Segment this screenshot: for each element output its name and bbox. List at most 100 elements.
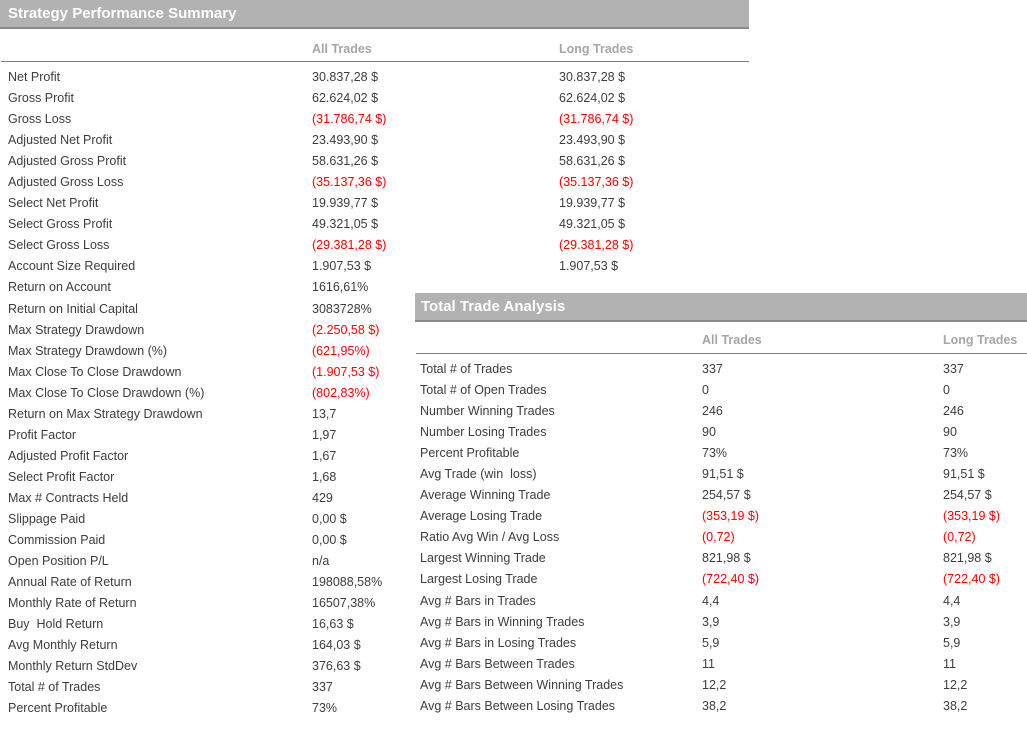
row-value-all-trades: 1,68	[312, 469, 337, 484]
row-value-all-trades: 198088,58%	[312, 575, 383, 590]
row-value-long-trades: 5,9	[943, 635, 961, 650]
table-row: Avg # Bars in Losing Trades 5,9 5,9	[415, 633, 1027, 654]
row-value-all-trades: 13,7	[312, 406, 337, 421]
row-value-all-trades: 38,2	[702, 698, 727, 713]
row-value-long-trades: (31.786,74 $)	[559, 112, 634, 127]
row-value-long-trades: 3,9	[943, 614, 961, 629]
row-value-long-trades: 62.624,02 $	[559, 91, 626, 106]
row-value-all-trades: n/a	[312, 554, 330, 569]
row-value-all-trades: 0,00 $	[312, 533, 347, 548]
row-value-all-trades: 90	[702, 425, 716, 440]
total-trade-analysis-panel: Total Trade Analysis All Trades Long Tra…	[415, 293, 1027, 729]
row-label: Largest Losing Trade	[420, 572, 538, 587]
table-row: Select Gross Profit 49.321,05 $ 49.321,05 …	[0, 214, 749, 235]
row-value-all-trades: 5,9	[702, 635, 720, 650]
row-value-all-trades: 164,03 $	[312, 638, 361, 653]
table-row: Total # of Trades 337	[0, 677, 749, 698]
row-label: Avg # Bars Between Losing Trades	[420, 698, 616, 713]
table-row: Max Strategy Drawdown (2.250,58 $)	[0, 320, 749, 341]
summary-rows: Net Profit 30.837,28 $ 30.837,28 $ Gross Pr…	[0, 67, 749, 719]
table-row: Ratio Avg Win / Avg Loss (0,72) (0,72)	[415, 527, 1027, 548]
column-header-underline	[416, 353, 1027, 354]
row-value-all-trades: 12,2	[702, 677, 727, 692]
row-label: Total # of Open Trades	[420, 383, 547, 398]
row-value-long-trades: (35.137,36 $)	[559, 175, 634, 190]
row-value-all-trades: 246	[702, 404, 723, 419]
table-row: Slippage Paid 0,00 $	[0, 509, 749, 530]
row-value-all-trades: 58.631,26 $	[312, 154, 379, 169]
table-row: Max Close To Close Drawdown (%) (802,83%)	[0, 383, 749, 404]
table-row: Number Losing Trades 90 90	[415, 422, 1027, 443]
row-value-long-trades: 246	[943, 404, 964, 419]
row-label: Adjusted Net Profit	[8, 133, 113, 148]
row-value-all-trades: 0	[702, 383, 709, 398]
table-row: Buy Hold Return 16,63 $	[0, 614, 749, 635]
table-row: Number Winning Trades 246 246	[415, 401, 1027, 422]
table-row: Select Gross Loss (29.381,28 $) (29.381,28…	[0, 235, 749, 256]
row-value-all-trades: 429	[312, 490, 333, 505]
row-label: Monthly Return StdDev	[8, 659, 138, 674]
row-label: Account Size Required	[8, 259, 136, 274]
row-value-long-trades: 38,2	[943, 698, 968, 713]
row-value-all-trades: 1.907,53 $	[312, 259, 372, 274]
row-label: Average Losing Trade	[420, 509, 543, 524]
row-label: Return on Account	[8, 280, 111, 295]
row-label: Select Gross Profit	[8, 217, 113, 232]
row-value-all-trades: 1616,61%	[312, 280, 369, 295]
row-value-long-trades: (29.381,28 $)	[559, 238, 634, 253]
analysis-rows: Total # of Trades 337 337 Total # of Open T…	[415, 359, 1027, 717]
row-label: Ratio Avg Win / Avg Loss	[420, 530, 560, 545]
row-label: Avg # Bars in Trades	[420, 593, 536, 608]
row-value-all-trades: (353,19 $)	[702, 509, 759, 524]
row-value-all-trades: 254,57 $	[702, 488, 751, 503]
row-label: Avg # Bars Between Winning Trades	[420, 677, 624, 692]
row-value-all-trades: 1,97	[312, 427, 337, 442]
row-label: Adjusted Gross Loss	[8, 175, 124, 190]
row-label: Commission Paid	[8, 533, 106, 548]
panel-title: Strategy Performance Summary	[0, 0, 749, 29]
row-value-long-trades: 23.493,90 $	[559, 133, 626, 148]
row-value-long-trades: (722,40 $)	[943, 572, 1000, 587]
table-row: Return on Account 1616,61%	[0, 277, 749, 298]
row-value-all-trades: (722,40 $)	[702, 572, 759, 587]
column-header-all-trades: All Trades	[312, 42, 372, 56]
row-value-all-trades: 1,67	[312, 448, 337, 463]
row-label: Net Profit	[8, 70, 61, 84]
row-value-all-trades: 62.624,02 $	[312, 91, 379, 106]
row-value-all-trades: (29.381,28 $)	[312, 238, 387, 253]
row-value-all-trades: 49.321,05 $	[312, 217, 379, 232]
table-row: Account Size Required 1.907,53 $ 1.907,53 …	[0, 256, 749, 277]
table-row: Adjusted Gross Loss (35.137,36 $) (35.137,…	[0, 172, 749, 193]
table-row: Avg Monthly Return 164,03 $	[0, 635, 749, 656]
row-label: Slippage Paid	[8, 511, 86, 526]
row-label: Avg # Bars in Losing Trades	[420, 635, 577, 650]
row-label: Annual Rate of Return	[8, 575, 132, 590]
row-value-all-trades: 30.837,28 $	[312, 70, 379, 84]
table-row: Profit Factor 1,97	[0, 425, 749, 446]
row-value-all-trades: (1.907,53 $)	[312, 364, 380, 379]
table-row: Adjusted Gross Profit 58.631,26 $ 58.631,2…	[0, 151, 749, 172]
row-label: Select Profit Factor	[8, 469, 115, 484]
row-value-long-trades: 30.837,28 $	[559, 70, 626, 84]
row-value-all-trades: 11	[702, 656, 715, 671]
row-label: Percent Profitable	[8, 701, 108, 716]
row-label: Return on Initial Capital	[8, 301, 138, 316]
row-value-long-trades: 90	[943, 425, 957, 440]
row-label: Avg # Bars Between Trades	[420, 656, 575, 671]
table-row: Max Close To Close Drawdown (1.907,53 $)	[0, 362, 749, 383]
table-row: Total # of Open Trades 0 0	[415, 380, 1027, 401]
row-label: Select Net Profit	[8, 196, 99, 211]
table-row: Avg # Bars Between Losing Trades 38,2 38,2	[415, 696, 1027, 717]
table-row: Average Winning Trade 254,57 $ 254,57 $	[415, 485, 1027, 506]
row-value-long-trades: 4,4	[943, 593, 961, 608]
row-label: Avg Monthly Return	[8, 638, 118, 653]
row-value-all-trades: (2.250,58 $)	[312, 322, 380, 337]
table-row: Monthly Return StdDev 376,63 $	[0, 656, 749, 677]
row-label: Avg Trade (win loss)	[420, 467, 537, 482]
table-row: Gross Loss (31.786,74 $) (31.786,74 $)	[0, 109, 749, 130]
table-row: Commission Paid 0,00 $	[0, 530, 749, 551]
row-label: Open Position P/L	[8, 554, 109, 569]
table-row: Adjusted Net Profit 23.493,90 $ 23.493,90 …	[0, 130, 749, 151]
row-value-long-trades: (353,19 $)	[943, 509, 1000, 524]
column-header-long-trades: Long Trades	[943, 333, 1018, 347]
